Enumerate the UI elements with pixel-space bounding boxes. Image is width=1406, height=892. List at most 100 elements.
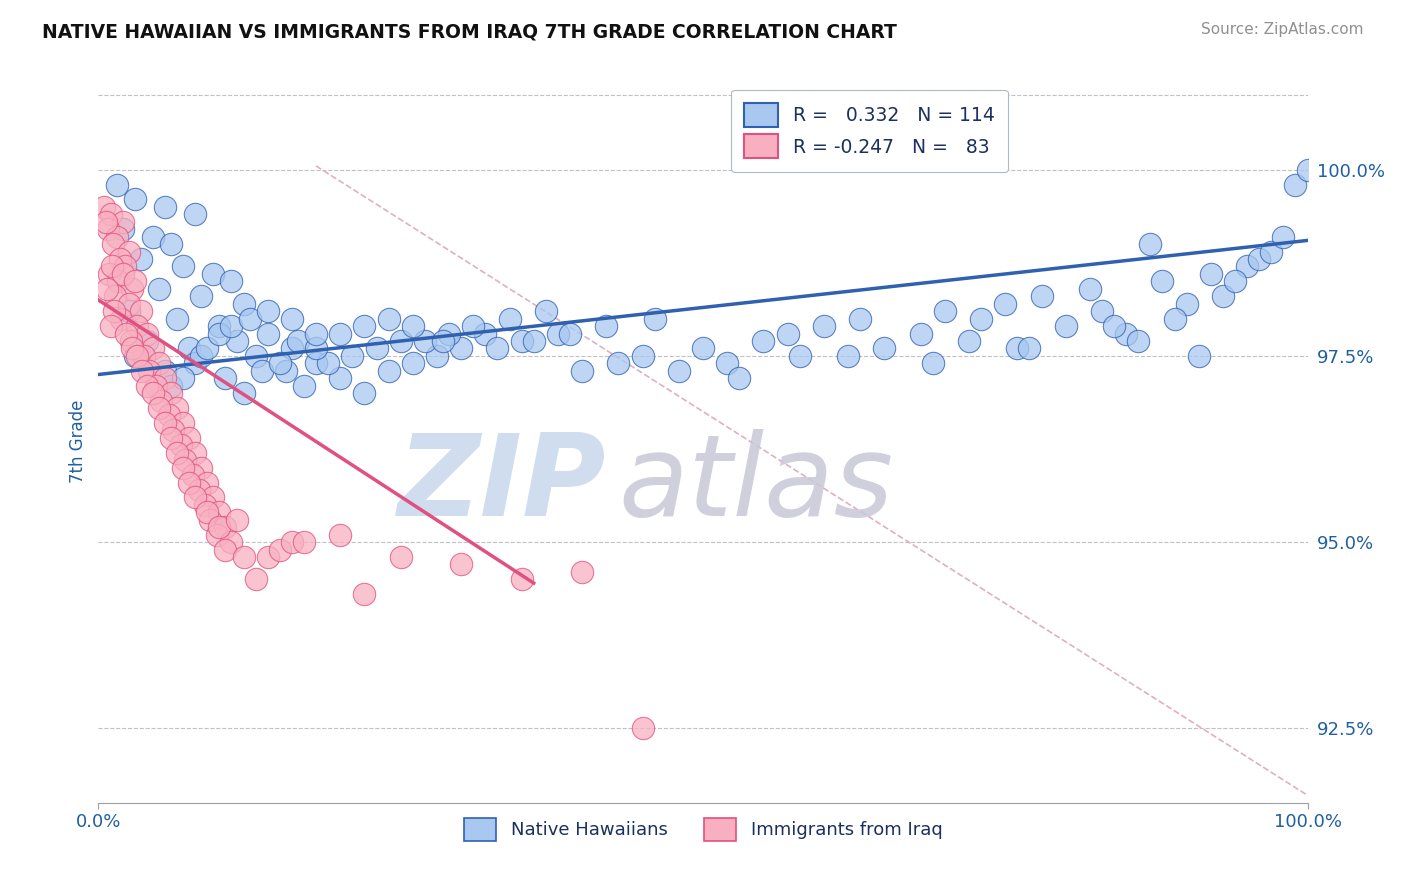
- Point: [166, 446, 188, 460]
- Point: [194, 498, 217, 512]
- Point: [202, 491, 225, 505]
- Point: [208, 326, 231, 341]
- Point: [1139, 237, 1161, 252]
- Point: [221, 274, 243, 288]
- Point: [115, 326, 138, 341]
- Point: [100, 260, 122, 274]
- Point: [274, 364, 297, 378]
- Text: ZIP: ZIP: [398, 429, 606, 541]
- Point: [148, 401, 170, 415]
- Point: [195, 342, 218, 356]
- Point: [226, 513, 249, 527]
- Point: [644, 311, 666, 326]
- Point: [631, 721, 654, 735]
- Point: [148, 282, 170, 296]
- Point: [353, 587, 375, 601]
- Point: [103, 304, 125, 318]
- Point: [160, 237, 183, 252]
- Point: [287, 334, 309, 348]
- Point: [571, 565, 593, 579]
- Point: [184, 491, 207, 505]
- Point: [413, 334, 436, 348]
- Point: [198, 513, 221, 527]
- Point: [789, 349, 811, 363]
- Point: [510, 334, 533, 348]
- Point: [692, 342, 714, 356]
- Point: [166, 311, 188, 326]
- Point: [366, 342, 388, 356]
- Point: [402, 319, 425, 334]
- Point: [187, 483, 209, 497]
- Point: [221, 535, 243, 549]
- Point: [181, 468, 204, 483]
- Point: [957, 334, 980, 348]
- Point: [316, 356, 339, 370]
- Point: [631, 349, 654, 363]
- Point: [124, 349, 146, 363]
- Point: [120, 334, 142, 348]
- Point: [1018, 342, 1040, 356]
- Point: [107, 274, 129, 288]
- Point: [148, 356, 170, 370]
- Point: [111, 215, 134, 229]
- Point: [607, 356, 630, 370]
- Point: [1188, 349, 1211, 363]
- Point: [245, 349, 267, 363]
- Point: [1175, 297, 1198, 311]
- Point: [450, 558, 472, 572]
- Point: [172, 460, 194, 475]
- Point: [486, 342, 509, 356]
- Point: [1163, 311, 1185, 326]
- Point: [329, 527, 352, 541]
- Point: [94, 215, 117, 229]
- Point: [305, 356, 328, 370]
- Point: [160, 431, 183, 445]
- Point: [432, 334, 454, 348]
- Text: atlas: atlas: [619, 429, 893, 541]
- Point: [668, 364, 690, 378]
- Point: [523, 334, 546, 348]
- Point: [179, 431, 201, 445]
- Point: [402, 356, 425, 370]
- Point: [1199, 267, 1222, 281]
- Point: [498, 311, 520, 326]
- Point: [179, 475, 201, 490]
- Point: [1128, 334, 1150, 348]
- Point: [813, 319, 835, 334]
- Point: [269, 542, 291, 557]
- Point: [250, 364, 273, 378]
- Point: [305, 342, 328, 356]
- Point: [169, 438, 191, 452]
- Point: [172, 416, 194, 430]
- Point: [105, 178, 128, 192]
- Point: [377, 311, 399, 326]
- Text: NATIVE HAWAIIAN VS IMMIGRANTS FROM IRAQ 7TH GRADE CORRELATION CHART: NATIVE HAWAIIAN VS IMMIGRANTS FROM IRAQ …: [42, 22, 897, 41]
- Point: [135, 378, 157, 392]
- Y-axis label: 7th Grade: 7th Grade: [69, 400, 87, 483]
- Point: [1272, 229, 1295, 244]
- Point: [970, 311, 993, 326]
- Point: [179, 342, 201, 356]
- Point: [110, 311, 132, 326]
- Point: [195, 475, 218, 490]
- Point: [921, 356, 943, 370]
- Point: [305, 326, 328, 341]
- Point: [184, 207, 207, 221]
- Point: [111, 267, 134, 281]
- Point: [208, 520, 231, 534]
- Point: [1115, 326, 1137, 341]
- Point: [111, 222, 134, 236]
- Point: [202, 267, 225, 281]
- Point: [1102, 319, 1125, 334]
- Point: [389, 334, 412, 348]
- Point: [571, 364, 593, 378]
- Point: [153, 200, 176, 214]
- Point: [256, 549, 278, 564]
- Point: [534, 304, 557, 318]
- Point: [101, 237, 124, 252]
- Point: [1054, 319, 1077, 334]
- Point: [281, 311, 304, 326]
- Point: [129, 304, 152, 318]
- Point: [118, 244, 141, 259]
- Point: [510, 572, 533, 586]
